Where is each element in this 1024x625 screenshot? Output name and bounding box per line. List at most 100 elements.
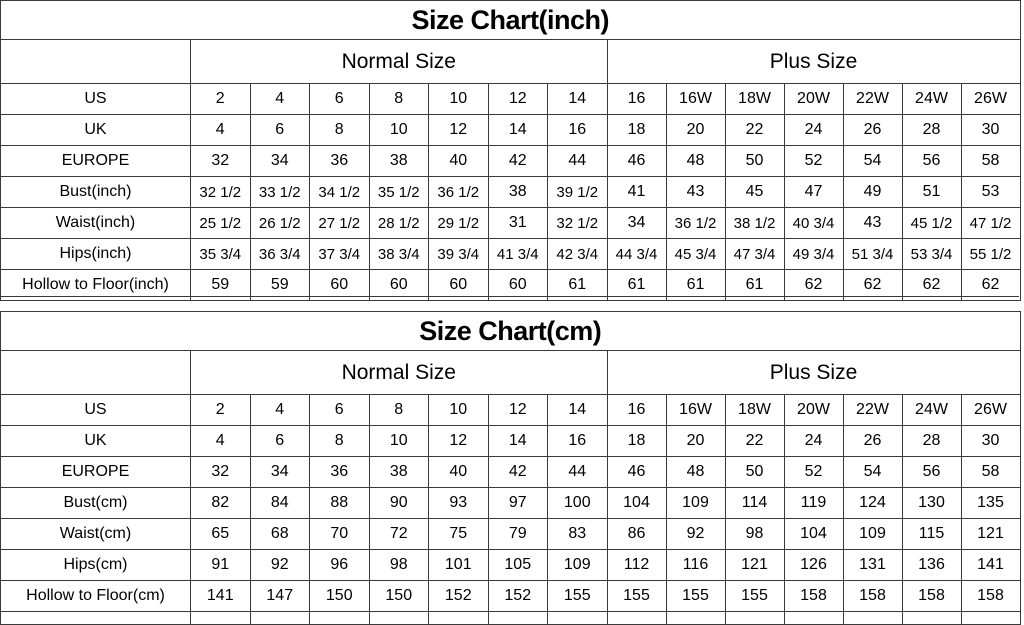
table-cell: 115 (901, 518, 962, 550)
table-cell: 49 (842, 176, 903, 208)
table-cell: 48 (665, 145, 726, 177)
table-cell: 40 (428, 456, 489, 488)
row-label-partial (0, 611, 191, 625)
table-cell: 4 (190, 425, 251, 457)
table-cell: 32 (190, 456, 251, 488)
table-cell: 36 (309, 456, 370, 488)
table-cell: 53 3/4 (901, 238, 962, 270)
table-cell: 47 3/4 (724, 238, 785, 270)
size-chart-table-inch: Size Chart(inch) Normal Size Plus Size US 2 4… (0, 0, 1021, 301)
table-cell: 20 (665, 425, 726, 457)
table-cell: 152 (487, 580, 548, 612)
table-cell: 150 (368, 580, 429, 612)
table-cell: 41 3/4 (487, 238, 548, 270)
table-cell: 26 1/2 (249, 207, 310, 239)
table-cell: 46 (606, 145, 667, 177)
group-header-corner-cell (0, 350, 191, 395)
table-cell: 36 3/4 (249, 238, 310, 270)
table-cell: 8 (368, 394, 429, 426)
table-cell: 47 (783, 176, 844, 208)
table-cell: 60 (428, 269, 489, 301)
table-cell: 29 1/2 (428, 207, 489, 239)
table-cell-partial (249, 611, 310, 625)
table-cell: 152 (428, 580, 489, 612)
table-cell-partial (842, 611, 903, 625)
table-cell: 62 (960, 269, 1021, 301)
table-cell: 44 (547, 145, 608, 177)
table-row: Hips(inch) 35 3/4 36 3/4 37 3/4 38 3/4 39 3/4… (0, 238, 1021, 270)
title-row: Size Chart(inch) (0, 0, 1021, 40)
group-header-normal-size: Normal Size (190, 350, 608, 395)
table-cell: 83 (547, 518, 608, 550)
table-cell: 98 (724, 518, 785, 550)
row-label: Hollow to Floor(inch) (0, 269, 191, 301)
table-cell: 12 (428, 425, 489, 457)
table-cell: 26 (842, 114, 903, 146)
table-cell: 65 (190, 518, 251, 550)
table-cell: 10 (368, 114, 429, 146)
table-cell: 18W (724, 83, 785, 115)
table-cell: 72 (368, 518, 429, 550)
table-cell-partial (724, 611, 785, 625)
table-cell: 40 (428, 145, 489, 177)
table-cell: 12 (428, 114, 489, 146)
table-cell: 34 (606, 207, 667, 239)
table-cell: 131 (842, 549, 903, 581)
table-cell: 61 (724, 269, 785, 301)
table-cell: 158 (960, 580, 1021, 612)
table-cell: 55 1/2 (960, 238, 1021, 270)
table-cell: 58 (960, 456, 1021, 488)
table-cell: 101 (428, 549, 489, 581)
table-cell: 50 (724, 456, 785, 488)
row-label: EUROPE (0, 145, 191, 177)
table-cell: 16W (665, 394, 726, 426)
table-cell: 16 (547, 114, 608, 146)
table-cell: 38 3/4 (368, 238, 429, 270)
table-cell: 155 (547, 580, 608, 612)
row-label: UK (0, 114, 191, 146)
table-cell: 6 (249, 114, 310, 146)
table-cell: 41 (606, 176, 667, 208)
table-cell: 121 (724, 549, 785, 581)
table-cell: 62 (783, 269, 844, 301)
table-cell: 104 (783, 518, 844, 550)
table-cell: 26W (960, 394, 1021, 426)
table-cell: 75 (428, 518, 489, 550)
table-cell-partial (901, 611, 962, 625)
table-row: Hollow to Floor(cm) 141 147 150 150 152 152 155… (0, 580, 1021, 612)
table-cell: 112 (606, 549, 667, 581)
section-divider-rule (0, 296, 1019, 297)
table-cell: 34 1/2 (309, 176, 370, 208)
table-cell: 24W (901, 83, 962, 115)
row-label: EUROPE (0, 456, 191, 488)
group-header-normal-size: Normal Size (190, 39, 608, 84)
table-cell: 86 (606, 518, 667, 550)
table-cell: 10 (368, 425, 429, 457)
table-cell: 36 1/2 (428, 176, 489, 208)
table-cell: 61 (665, 269, 726, 301)
table-row: US 2 4 6 8 10 12 14 16 16W 18W 20W 22W 24W 26W (0, 83, 1021, 115)
table-cell: 90 (368, 487, 429, 519)
row-label: UK (0, 425, 191, 457)
table-cell: 136 (901, 549, 962, 581)
table-cell: 16 (606, 394, 667, 426)
table-cell: 6 (309, 394, 370, 426)
table-cell: 114 (724, 487, 785, 519)
table-cell: 96 (309, 549, 370, 581)
table-cell: 28 1/2 (368, 207, 429, 239)
table-cell: 18 (606, 425, 667, 457)
table-cell: 141 (190, 580, 251, 612)
table-cell: 22W (842, 83, 903, 115)
table-cell: 27 1/2 (309, 207, 370, 239)
table-cell: 42 (487, 456, 548, 488)
table-cell: 14 (487, 425, 548, 457)
table-cell: 82 (190, 487, 251, 519)
table-cell: 70 (309, 518, 370, 550)
row-label: Hips(inch) (0, 238, 191, 270)
table-row: UK 4 6 8 10 12 14 16 18 20 22 24 26 28 30 (0, 425, 1021, 457)
table-cell: 39 3/4 (428, 238, 489, 270)
table-cell: 109 (547, 549, 608, 581)
group-header-corner-cell (0, 39, 191, 84)
table-cell: 43 (842, 207, 903, 239)
table-cell: 28 (901, 114, 962, 146)
